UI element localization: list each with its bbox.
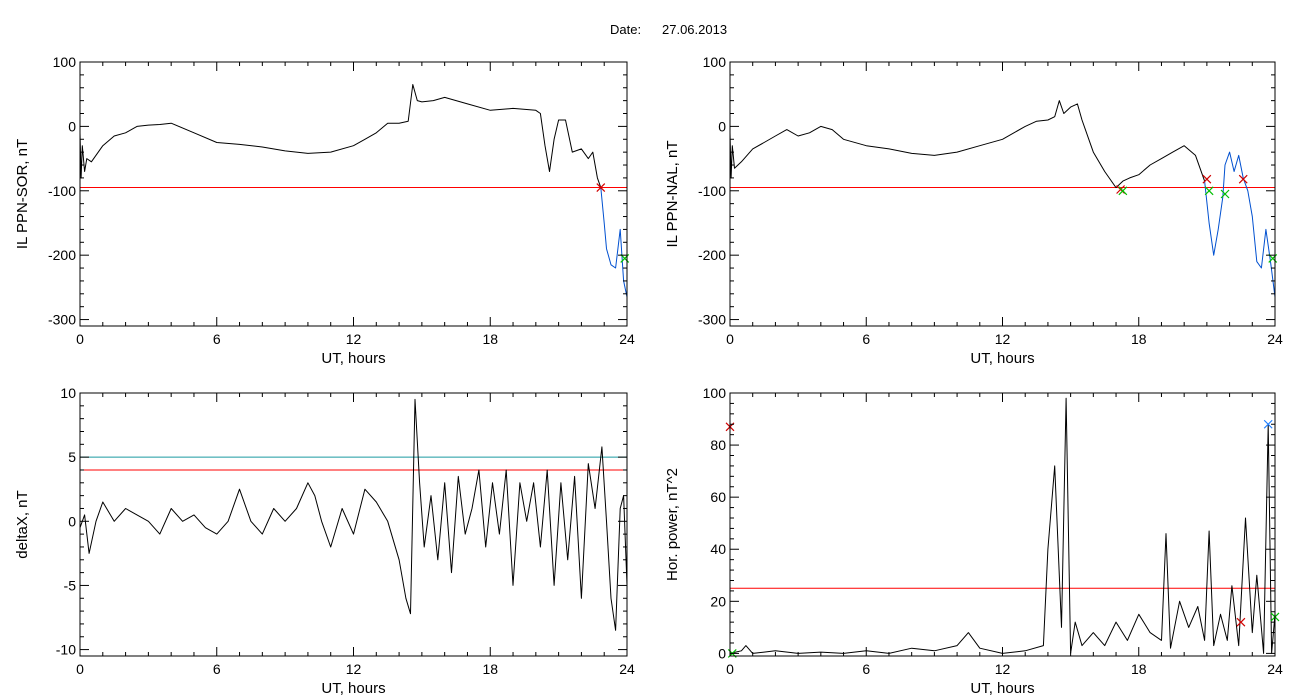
y-tick-label: 100 [703,385,727,401]
x-axis-label: UT, hours [970,680,1034,697]
x-tick-label: 0 [76,661,84,677]
y-tick-label: 0 [68,513,76,529]
plot-frame [79,61,628,327]
y-axis-label: deltaX, nT [14,490,31,558]
x-tick-label: 0 [726,661,734,677]
x-axis-label: UT, hours [321,350,385,367]
x-tick-label: 6 [862,331,870,347]
x-tick-label: 24 [1267,331,1283,347]
x-tick-label: 18 [1131,661,1147,677]
event-marker [1118,186,1128,196]
event-marker [596,183,606,192]
date-label: Date: [610,22,641,37]
plot-frame [79,392,628,657]
event-marker [1263,419,1273,429]
y-tick-label: 80 [710,437,726,453]
series-line [600,187,628,298]
x-tick-label: 18 [482,661,498,677]
x-axis-label: UT, hours [970,350,1034,367]
x-tick-label: 6 [213,661,221,677]
chart-panel-il-ppn-sor: 0 6 12 18 24 100 0 -100 -200 -300 UT, hours IL PPN-… [14,54,635,367]
x-tick-label: 6 [213,331,221,347]
y-axis-label: IL PPN-SOR, nT [14,139,31,249]
x-tick-label: 12 [995,331,1011,347]
series-line [79,84,602,188]
x-tick-label: 24 [1267,661,1283,677]
y-tick-label: 40 [710,541,726,557]
y-axis-label: IL PPN-NAL, nT [664,141,681,248]
y-tick-label: -10 [56,642,76,658]
x-axis-label: UT, hours [321,680,385,697]
y-tick-label: 0 [68,118,76,134]
x-tick-label: 18 [1131,331,1147,347]
y-tick-label: -300 [48,312,76,328]
x-tick-label: 24 [619,331,635,347]
y-tick-label: -200 [698,247,726,263]
x-tick-label: 12 [995,661,1011,677]
y-tick-label: -100 [48,183,76,199]
y-tick-label: -5 [64,577,77,593]
x-tick-label: 12 [346,661,362,677]
series-line [729,100,1206,189]
y-tick-label: 100 [53,54,77,70]
y-tick-label: 10 [60,385,76,401]
y-axis-label: Hor. power, nT^2 [664,468,681,581]
y-tick-label: 60 [710,489,726,505]
series-line [1204,151,1276,298]
x-tick-label: 0 [726,331,734,347]
y-tick-label: -300 [698,312,726,328]
x-tick-label: 6 [862,661,870,677]
date-value: 27.06.2013 [662,22,727,37]
y-tick-label: 0 [718,118,726,134]
x-tick-label: 0 [76,331,84,347]
chart-panel-hor-power: 0 6 12 18 24 100 80 60 40 20 0 UT, hours Hor. power,… [664,385,1283,697]
y-tick-label: 5 [68,449,76,465]
series-line [79,398,628,631]
event-marker [1116,185,1126,194]
series-line [729,397,1276,654]
x-tick-label: 12 [346,331,362,347]
y-tick-label: -200 [48,247,76,263]
chart-panel-il-ppn-nal: 0 6 12 18 24 100 0 -100 -200 -300 UT, hours IL PPN-… [664,54,1283,367]
event-marker [1202,174,1212,184]
event-marker [1204,186,1214,196]
plot-frame [729,61,1276,327]
chart-panel-delta-x: 0 6 12 18 24 10 5 0 -5 -10 UT, hours deltaX, nT [14,385,635,697]
event-marker [1220,189,1230,199]
y-tick-label: 0 [718,645,726,661]
x-tick-label: 18 [482,331,498,347]
y-tick-label: 100 [703,54,727,70]
y-tick-label: 20 [710,593,726,609]
y-tick-label: -100 [698,183,726,199]
x-tick-label: 24 [619,661,635,677]
event-marker [1238,174,1248,184]
event-marker [1236,617,1246,627]
